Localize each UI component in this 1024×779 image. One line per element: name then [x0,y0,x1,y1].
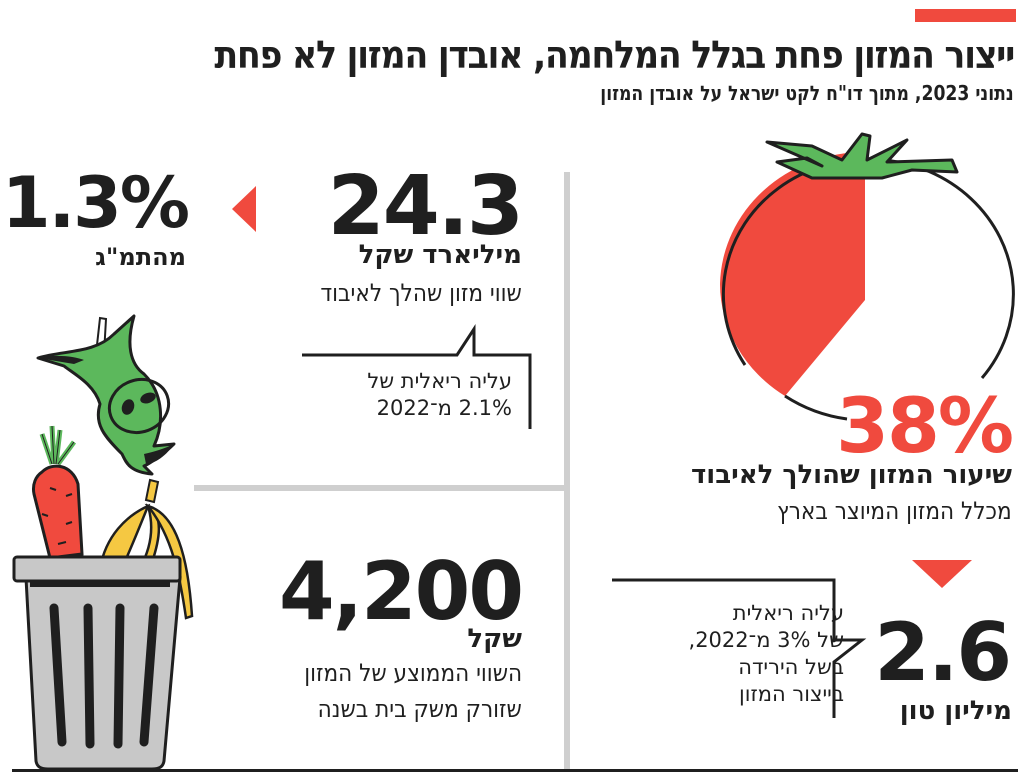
household-label-line1: השווי הממוצע של המזון [304,659,522,687]
household-value: 4,200 [278,545,524,638]
loss-share-label: מכלל המזון המיוצר בארץ [777,497,1012,525]
trend-down-icon [912,560,972,588]
trash-can-icon [12,555,182,771]
tons-callout-line: בשל הירידה [738,655,844,679]
tons-callout-line: עליה ריאלית [732,601,844,625]
carrot-icon [32,425,84,560]
vertical-divider [564,172,570,770]
horizontal-divider [194,485,567,491]
apple-core-icon [36,314,176,476]
trend-left-icon [232,186,256,232]
tons-callout-line: בייצור המזון [739,682,844,706]
page-subtitle: נתוני 2023, מתוך דו"ח לקט ישראל על אובדן… [600,81,1014,105]
tons-value: 2.6 [874,606,1012,699]
value-callout-line: 2.1% מ־2022 [376,396,512,420]
baseline-rule [12,769,1018,772]
value-lost-value: 24.3 [327,159,524,254]
value-lost-label: שווי מזון שהלך לאיבוד [320,279,522,307]
value-lost-unit: מיליארד שקל [358,240,522,270]
loss-share-label-bold: שיעור המזון שהולך לאיבוד [691,460,1012,490]
gdp-share-label: מהתמ"ג [95,243,186,271]
household-label-line2: שזורק משק בית בשנה [317,695,522,723]
loss-share-value: 38% [836,381,1014,470]
accent-bar [915,9,1016,22]
value-callout: עליה ריאלית של 2.1% מ־2022 [367,368,512,422]
callout-bubble-value [302,323,532,429]
callout-bubble-tons [612,578,867,718]
value-callout-line: עליה ריאלית של [367,369,512,393]
gdp-share-value: 1.3% [1,162,190,244]
household-unit: שקל [467,624,522,654]
tons-callout: עליה ריאלית של 3% מ־2022, בשל הירידה ביי… [689,600,845,708]
tomato-pie-icon [720,132,1015,421]
tons-callout-line: של 3% מ־2022, [688,628,845,652]
banana-peel-icon [98,478,194,620]
tons-unit: מיליון טון [899,696,1012,726]
page-title: ייצור המזון פחת בגלל המלחמה, אובדן המזון… [214,33,1015,77]
